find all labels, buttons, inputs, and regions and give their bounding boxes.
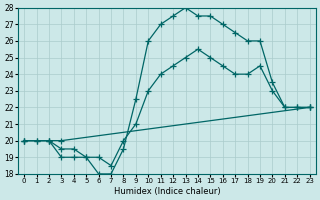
X-axis label: Humidex (Indice chaleur): Humidex (Indice chaleur) xyxy=(114,187,220,196)
